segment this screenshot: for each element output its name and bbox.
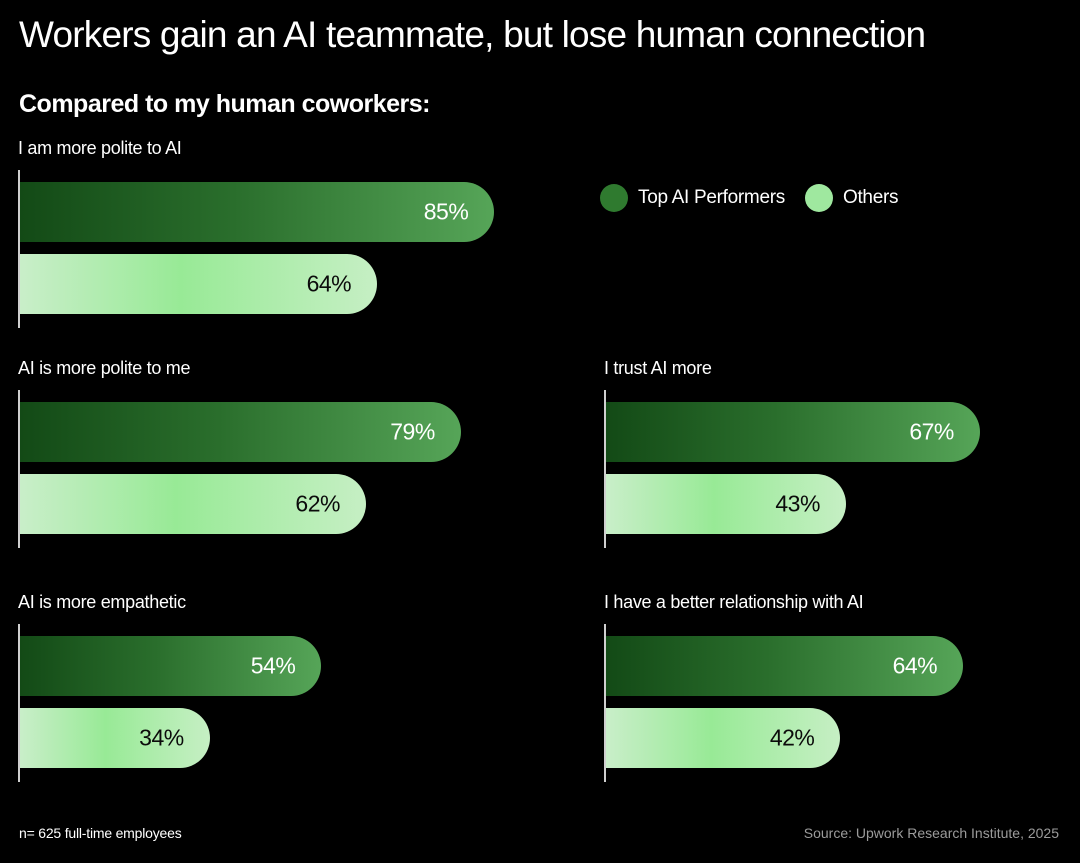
- panel-better-relationship: I have a better relationship with AI 64%…: [604, 592, 1080, 812]
- legend-item-others: Others: [804, 184, 899, 212]
- panel-ai-polite-to-me: AI is more polite to me 79% 62%: [18, 358, 498, 578]
- bar-value-label: 34%: [139, 724, 184, 751]
- bar-value-label: 64%: [892, 652, 938, 679]
- legend-item-top-performers: Top AI Performers: [600, 184, 785, 212]
- bar-value-label: 62%: [295, 490, 340, 517]
- bar-top-performers: 54%: [20, 636, 322, 696]
- panel-trust-ai-more: I trust AI more 67% 43%: [604, 358, 1080, 578]
- panel-label: I trust AI more: [604, 358, 712, 378]
- bar-others: 64%: [20, 254, 378, 314]
- bar-value-label: 43%: [775, 490, 820, 517]
- bar-others: 43%: [606, 474, 846, 534]
- panel-axis: [18, 390, 20, 548]
- panel-polite-to-ai: I am more polite to AI 85% 64%: [18, 138, 498, 358]
- panel-label: I am more polite to AI: [18, 138, 182, 158]
- bar-others: 42%: [606, 708, 841, 768]
- panel-axis: [18, 170, 20, 328]
- panel-label: I have a better relationship with AI: [604, 592, 864, 612]
- legend-swatch-top-performers: [600, 184, 628, 212]
- bar-value-label: 85%: [423, 198, 469, 225]
- bar-top-performers: 64%: [606, 636, 964, 696]
- panel-axis: [18, 624, 20, 782]
- panel-ai-empathetic: AI is more empathetic 54% 34%: [18, 592, 498, 812]
- panel-axis: [604, 390, 606, 548]
- bar-top-performers: 85%: [20, 182, 495, 242]
- panel-axis: [604, 624, 606, 782]
- bar-value-label: 79%: [390, 418, 435, 445]
- source-note: Source: Upwork Research Institute, 2025: [803, 825, 1059, 841]
- chart-title: Workers gain an AI teammate, but lose hu…: [19, 14, 926, 55]
- bar-top-performers: 67%: [606, 402, 980, 462]
- bar-top-performers: 79%: [20, 402, 461, 462]
- legend: Top AI Performers Others: [600, 184, 898, 212]
- bar-value-label: 42%: [769, 724, 815, 751]
- panel-label: AI is more polite to me: [18, 358, 191, 378]
- bar-value-label: 67%: [909, 418, 954, 445]
- bar-others: 62%: [20, 474, 366, 534]
- chart-subtitle: Compared to my human coworkers:: [19, 90, 430, 118]
- bar-value-label: 54%: [250, 652, 296, 679]
- sample-size-footnote: n= 625 full-time employees: [19, 825, 182, 841]
- bar-others: 34%: [20, 708, 210, 768]
- legend-label-top-performers: Top AI Performers: [638, 187, 785, 208]
- panel-label: AI is more empathetic: [18, 592, 186, 612]
- legend-swatch-others: [804, 184, 833, 212]
- bar-value-label: 64%: [306, 270, 352, 297]
- legend-label-others: Others: [842, 187, 899, 208]
